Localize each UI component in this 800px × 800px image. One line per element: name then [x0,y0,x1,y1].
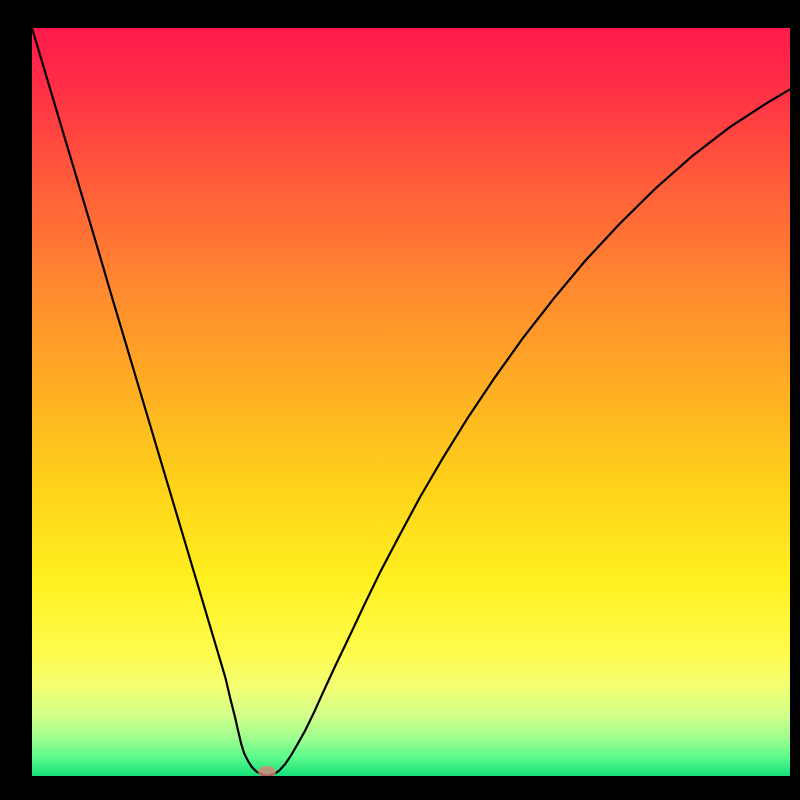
chart-container: TheBottleneck.com [0,0,800,800]
chart-frame [0,0,800,800]
